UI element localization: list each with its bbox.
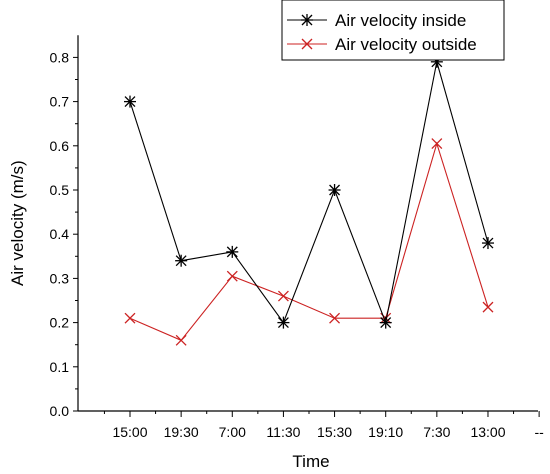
x-tick-label: 19:10	[368, 424, 403, 440]
y-tick-label: 0.6	[50, 138, 70, 154]
x-tick-label: --	[534, 424, 544, 440]
data-point-inside	[328, 184, 341, 196]
data-point-inside	[481, 237, 494, 250]
x-tick-label: 15:00	[112, 424, 147, 440]
data-point-outside	[175, 334, 187, 346]
legend: Air velocity inside Air velocity outside	[281, 0, 505, 61]
x-tick-label: 15:30	[317, 424, 352, 440]
x-tick-label: 11:30	[266, 424, 300, 440]
y-tick-label: 0.1	[50, 359, 70, 375]
data-point-inside	[379, 316, 392, 329]
legend-marker-inside	[301, 14, 313, 26]
data-point-outside	[226, 270, 238, 282]
data-point-inside	[124, 95, 136, 108]
legend-box	[281, 0, 505, 61]
series-line-inside	[129, 61, 489, 325]
x-tick-label: 7:30	[423, 424, 450, 440]
y-tick-label: 0.7	[50, 94, 70, 110]
series-layer	[124, 55, 494, 346]
legend-label-inside: Air velocity inside	[335, 11, 466, 30]
x-tick-label: 7:00	[219, 424, 246, 440]
data-point-outside	[482, 301, 494, 313]
y-tick-label: 0.8	[50, 49, 70, 65]
data-point-inside	[226, 245, 239, 258]
y-tick-label: 0.5	[50, 182, 70, 198]
axes: 0.0 0.1 0.2 0.3 0.4 0.5 0.6 0.7 0.8 15:00 19:30 7:0…	[50, 35, 544, 440]
y-axis-title: Air velocity (m/s)	[8, 160, 27, 286]
x-tick-label: 13:00	[470, 424, 505, 440]
data-point-outside	[431, 138, 443, 150]
legend-label-outside: Air velocity outside	[335, 35, 477, 54]
legend-marker-outside	[301, 38, 313, 50]
x-tick-label: 19:30	[164, 424, 199, 440]
data-point-outside	[124, 312, 136, 324]
data-point-inside	[277, 316, 290, 329]
data-point-inside	[175, 254, 188, 267]
x-axis-title: Time	[292, 452, 329, 471]
data-point-outside	[277, 290, 289, 302]
y-tick-label: 0.3	[50, 270, 70, 286]
y-tick-label: 0.0	[50, 403, 70, 419]
y-tick-label: 0.2	[50, 315, 70, 331]
y-tick-label: 0.4	[50, 226, 70, 242]
data-point-outside	[329, 312, 341, 324]
series-line-outside	[129, 141, 489, 341]
